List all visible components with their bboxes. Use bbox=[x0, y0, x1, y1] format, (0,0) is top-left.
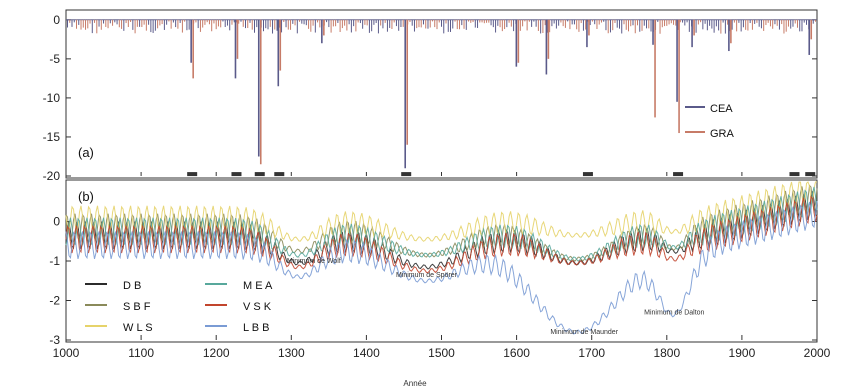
legend-label-vsk: V S K bbox=[243, 301, 272, 313]
y-tick-label-a: -15 bbox=[43, 130, 61, 144]
panel-a-frame bbox=[65, 9, 818, 179]
legend-label-gra: GRA bbox=[710, 128, 735, 140]
y-tick-label-b: -3 bbox=[49, 333, 60, 347]
x-tick-label: 1500 bbox=[428, 346, 455, 360]
eruption-marker bbox=[401, 172, 412, 177]
panel-a-markers bbox=[187, 172, 816, 177]
eruption-marker bbox=[231, 172, 242, 177]
eruption-marker bbox=[254, 172, 265, 177]
panel-b-annotations: Minimum de Wolf Minimum de Spörer Minimum … bbox=[287, 258, 705, 336]
eruption-marker bbox=[673, 172, 684, 177]
y-tick-label-a: -20 bbox=[43, 169, 61, 183]
legend-label-db: D B bbox=[123, 280, 141, 292]
x-tick-label: 1300 bbox=[278, 346, 305, 360]
x-tick-label: 1800 bbox=[653, 346, 680, 360]
y-tick-label-a: -10 bbox=[43, 91, 61, 105]
legend-label-sbf: S B F bbox=[123, 301, 151, 313]
eruption-marker bbox=[805, 172, 816, 177]
legend-label-wls: W L S bbox=[123, 322, 153, 334]
eruption-marker bbox=[187, 172, 198, 177]
x-axis-label: Année bbox=[403, 379, 427, 387]
panel-a-ticks: 0 -5 -10 -15 -20 bbox=[43, 13, 818, 183]
x-tick-label: 1000 bbox=[53, 346, 80, 360]
panel-b-lines bbox=[65, 181, 818, 335]
annotation: Minimum de Wolf bbox=[287, 258, 341, 265]
panel-a-legend: CEA GRA bbox=[685, 103, 735, 140]
y-tick-label-b: 0 bbox=[53, 215, 60, 229]
series-line-wls bbox=[65, 181, 817, 242]
panel-b-label: (b) bbox=[78, 189, 94, 204]
eruption-marker bbox=[582, 172, 593, 177]
eruption-marker bbox=[789, 172, 800, 177]
x-tick-label: 2000 bbox=[804, 346, 831, 360]
x-tick-label: 1700 bbox=[578, 346, 605, 360]
annotation: Minimum de Dalton bbox=[644, 309, 704, 316]
x-tick-label: 1100 bbox=[128, 346, 154, 360]
legend-label-lbb: L B B bbox=[243, 322, 270, 334]
x-tick-label: 1200 bbox=[203, 346, 230, 360]
y-tick-label-a: 0 bbox=[53, 13, 60, 27]
x-tick-label: 1900 bbox=[729, 346, 756, 360]
series-line-vsk bbox=[65, 195, 818, 274]
x-tick-label: 1600 bbox=[503, 346, 530, 360]
panel-a-label: (a) bbox=[78, 145, 94, 160]
y-tick-label-b: -2 bbox=[49, 294, 60, 308]
panel-a-bars bbox=[66, 19, 817, 169]
legend-label-mea: M E A bbox=[243, 280, 273, 292]
annotation: Minimum de Spörer bbox=[396, 272, 458, 279]
panel-b-legend: D B S B F W L S M E A V S K L B B bbox=[85, 280, 273, 334]
y-tick-label-a: -5 bbox=[49, 52, 60, 66]
series-line-lbb bbox=[65, 200, 818, 335]
eruption-marker bbox=[274, 172, 285, 177]
annotation: Minimum de Maunder bbox=[550, 329, 618, 336]
x-tick-label: 1400 bbox=[353, 346, 380, 360]
y-tick-label-b: -1 bbox=[49, 254, 60, 268]
legend-label-cea: CEA bbox=[710, 103, 733, 115]
